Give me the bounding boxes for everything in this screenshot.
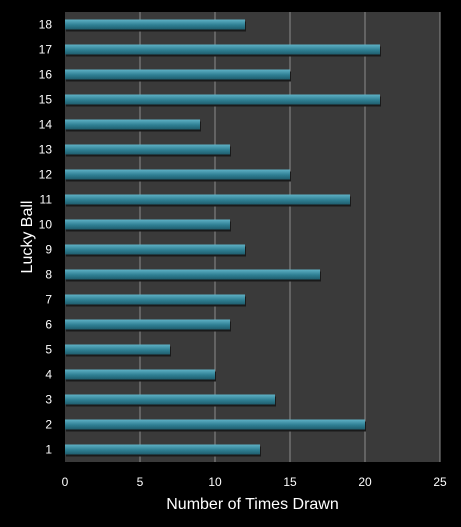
x-axis-title: Number of Times Drawn xyxy=(166,496,339,513)
y-tick-label: 12 xyxy=(39,168,53,182)
y-tick-label: 6 xyxy=(45,318,52,332)
y-tick-label: 18 xyxy=(39,18,53,32)
bar-ball-1 xyxy=(65,444,260,455)
y-tick-label: 10 xyxy=(39,218,53,232)
bar-ball-3 xyxy=(65,394,275,405)
x-tick-label: 20 xyxy=(358,475,372,489)
bar-ball-14 xyxy=(65,119,200,130)
y-tick-label: 9 xyxy=(45,243,52,257)
x-tick-label: 25 xyxy=(433,475,447,489)
bar-ball-4 xyxy=(65,369,215,380)
bars xyxy=(65,19,381,457)
bar-ball-7 xyxy=(65,294,245,305)
x-tick-label: 5 xyxy=(137,475,144,489)
y-tick-label: 15 xyxy=(39,93,53,107)
y-tick-label: 13 xyxy=(39,143,53,157)
y-tick-label: 14 xyxy=(39,118,53,132)
x-tick-label: 10 xyxy=(208,475,222,489)
bar-ball-10 xyxy=(65,219,230,230)
y-tick-label: 8 xyxy=(45,268,52,282)
bar-ball-8 xyxy=(65,269,320,280)
y-tick-label: 4 xyxy=(45,368,52,382)
x-tick-label: 0 xyxy=(62,475,69,489)
bar-ball-13 xyxy=(65,144,230,155)
y-tick-label: 17 xyxy=(39,43,53,57)
plot-area xyxy=(65,12,440,462)
y-tick-label: 3 xyxy=(45,393,52,407)
bar-ball-16 xyxy=(65,69,290,80)
bar-ball-18 xyxy=(65,19,245,30)
y-tick-label: 7 xyxy=(45,293,52,307)
bar-ball-2 xyxy=(65,419,365,430)
grid-lines xyxy=(139,12,441,462)
y-tick-label: 11 xyxy=(40,193,53,207)
y-tick-label: 1 xyxy=(45,443,52,457)
bar-ball-11 xyxy=(65,194,350,205)
bar-ball-5 xyxy=(65,344,170,355)
bar-ball-17 xyxy=(65,44,380,55)
y-axis-title: Lucky Ball xyxy=(19,201,36,274)
bar-ball-15 xyxy=(65,94,380,105)
y-tick-label: 16 xyxy=(39,68,53,82)
bar-ball-9 xyxy=(65,244,245,255)
y-tick-label: 5 xyxy=(45,343,52,357)
bar-ball-6 xyxy=(65,319,230,330)
x-tick-label: 15 xyxy=(283,475,297,489)
bar-ball-12 xyxy=(65,169,290,180)
x-axis-ticks: 0 5 10 15 20 25 xyxy=(62,475,447,489)
y-tick-label: 2 xyxy=(45,418,52,432)
